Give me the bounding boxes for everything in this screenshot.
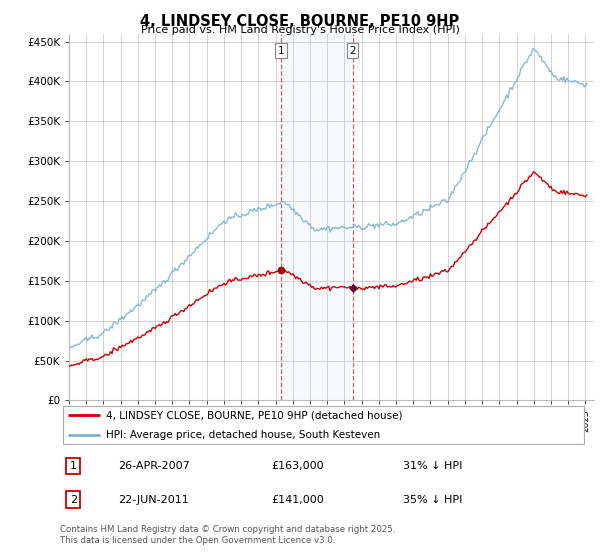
Text: 22-JUN-2011: 22-JUN-2011 bbox=[118, 494, 189, 505]
Text: 26-APR-2007: 26-APR-2007 bbox=[118, 461, 190, 471]
Text: 35% ↓ HPI: 35% ↓ HPI bbox=[403, 494, 463, 505]
Text: HPI: Average price, detached house, South Kesteven: HPI: Average price, detached house, Sout… bbox=[106, 430, 381, 440]
Text: £163,000: £163,000 bbox=[271, 461, 324, 471]
Text: 2: 2 bbox=[70, 494, 77, 505]
Bar bbox=[281, 34, 352, 400]
Text: Contains HM Land Registry data © Crown copyright and database right 2025.
This d: Contains HM Land Registry data © Crown c… bbox=[60, 525, 395, 545]
Text: 2: 2 bbox=[349, 45, 356, 55]
Text: 1: 1 bbox=[278, 45, 284, 55]
Text: 4, LINDSEY CLOSE, BOURNE, PE10 9HP (detached house): 4, LINDSEY CLOSE, BOURNE, PE10 9HP (deta… bbox=[106, 410, 403, 421]
Text: Price paid vs. HM Land Registry's House Price Index (HPI): Price paid vs. HM Land Registry's House … bbox=[140, 25, 460, 35]
Text: 31% ↓ HPI: 31% ↓ HPI bbox=[403, 461, 463, 471]
FancyBboxPatch shape bbox=[62, 407, 584, 444]
Text: 4, LINDSEY CLOSE, BOURNE, PE10 9HP: 4, LINDSEY CLOSE, BOURNE, PE10 9HP bbox=[140, 14, 460, 29]
Text: 1: 1 bbox=[70, 461, 77, 471]
Text: £141,000: £141,000 bbox=[271, 494, 324, 505]
